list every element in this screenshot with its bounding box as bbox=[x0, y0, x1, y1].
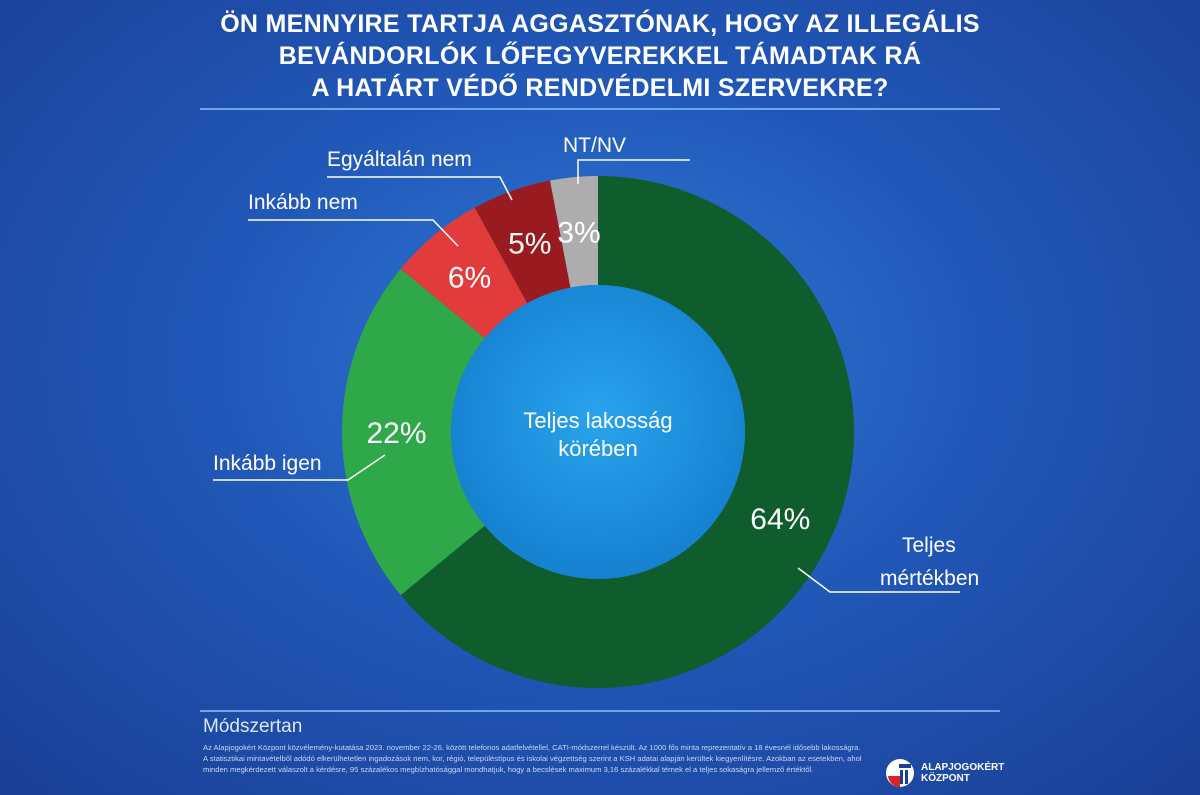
chart-title: ÖN MENNYIRE TARTJA AGGASZTÓNAK, HOGY AZ … bbox=[150, 8, 1050, 104]
logo: ALAPJOGOKÉRT KÖZPONT bbox=[885, 758, 1004, 788]
donut-slice bbox=[550, 176, 598, 288]
data-label: 3% bbox=[557, 216, 600, 249]
category-label: NT/NV bbox=[563, 134, 626, 157]
divider bbox=[200, 108, 1000, 110]
center-label: Teljes lakosság bbox=[523, 408, 672, 433]
methodology-text: Az Alapjogokért Központ közvélemény-kuta… bbox=[203, 743, 862, 774]
donut-slice bbox=[474, 180, 571, 304]
donut-center bbox=[451, 285, 745, 579]
donut-slice bbox=[341, 268, 485, 596]
logo-line: ALAPJOGOKÉRT bbox=[921, 762, 1005, 773]
leader-line bbox=[797, 567, 960, 593]
category-label: Inkább igen bbox=[213, 452, 322, 475]
divider bbox=[200, 710, 1000, 712]
title-line: BEVÁNDORLÓK LŐFEGYVEREKKEL TÁMADTAK RÁ bbox=[278, 42, 922, 70]
methodology: Módszertan Az Alapjogokért Központ közvé… bbox=[203, 716, 863, 775]
logo-icon bbox=[886, 759, 914, 788]
methodology-heading: Módszertan bbox=[203, 716, 303, 737]
data-label: 64% bbox=[750, 503, 810, 536]
data-label: 5% bbox=[508, 227, 551, 260]
logo-line: KÖZPONT bbox=[921, 773, 970, 784]
title-line: A HATÁRT VÉDŐ RENDVÉDELMI SZERVEKRE? bbox=[311, 74, 889, 102]
center-label: körében bbox=[558, 436, 638, 461]
leader-line bbox=[248, 219, 459, 247]
donut-slice bbox=[400, 176, 855, 689]
donut-slice bbox=[400, 207, 528, 339]
leader-line bbox=[213, 454, 386, 481]
title-line: ÖN MENNYIRE TARTJA AGGASZTÓNAK, HOGY AZ … bbox=[220, 10, 980, 38]
data-label: 6% bbox=[448, 262, 491, 295]
category-label: Teljes bbox=[902, 534, 956, 557]
donut-chart: Teljes lakosság körében 64% Teljes mértékb… bbox=[213, 134, 979, 689]
leader-line bbox=[577, 159, 690, 184]
data-label: 22% bbox=[366, 417, 426, 450]
category-label: Inkább nem bbox=[248, 191, 358, 214]
category-label: mértékben bbox=[880, 567, 979, 590]
category-label: Egyáltalán nem bbox=[327, 148, 472, 171]
leader-line bbox=[327, 176, 513, 201]
